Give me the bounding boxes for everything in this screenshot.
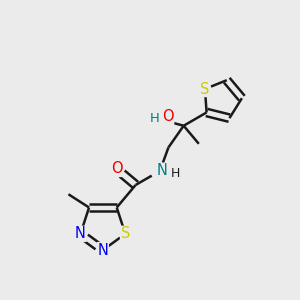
- Text: N: N: [157, 164, 168, 178]
- Text: S: S: [200, 82, 210, 97]
- Text: O: O: [162, 109, 174, 124]
- Text: H: H: [149, 112, 159, 125]
- Text: H: H: [170, 167, 180, 180]
- Text: S: S: [121, 226, 130, 241]
- Text: O: O: [111, 161, 122, 176]
- Text: N: N: [75, 226, 86, 241]
- Text: N: N: [98, 243, 108, 258]
